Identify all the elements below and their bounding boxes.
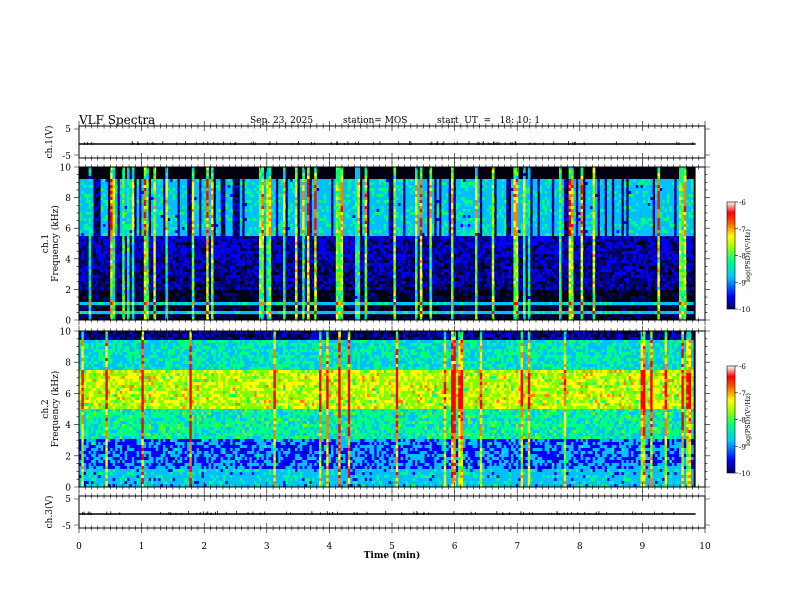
- colorbar-label: log(PSD)(V²/Hz): [744, 393, 752, 446]
- spectrogram-cells-2: [79, 331, 694, 488]
- colorbar-1: [726, 201, 736, 310]
- y-ticks-3: [74, 330, 710, 488]
- y-tick-label: 10: [60, 328, 72, 338]
- waveform-spikes-3: [82, 511, 675, 515]
- waveform-spikes-1: [84, 141, 694, 145]
- y-ticks-1: [74, 128, 710, 156]
- y-tick-label: 5: [65, 125, 71, 135]
- y-tick-label: 0: [65, 484, 71, 494]
- y-ticks-4: [74, 498, 710, 526]
- x-tick-label: 1: [139, 542, 145, 552]
- x-ticks-1: [78, 121, 706, 163]
- x-tick-label: 8: [577, 542, 583, 552]
- x-axis-label: Time (min): [364, 550, 421, 561]
- colorbar-tick-label: -6: [739, 199, 746, 207]
- x-tick-label: 7: [514, 542, 520, 552]
- y-tick-label: 8: [65, 194, 71, 204]
- station-label: station= MOS: [343, 116, 407, 126]
- x-ticks-3: [78, 326, 706, 492]
- x-tick-label: 2: [201, 542, 207, 552]
- y-axis-label: Frequency (kHz): [50, 371, 61, 448]
- x-tick-label: 0: [76, 542, 82, 552]
- colorbar-tick-label: -10: [739, 306, 750, 314]
- y-tick-label: 8: [65, 359, 71, 369]
- y-tick-label: 6: [65, 390, 71, 400]
- spectrogram-cells-1: [79, 167, 694, 321]
- y-axis-label: ch.3(V): [44, 496, 55, 529]
- y-axis-label: ch.2: [41, 399, 51, 418]
- y-axis-label: Frequency (kHz): [50, 205, 61, 282]
- colorbar-2: [726, 365, 736, 474]
- colorbar-tick-label: -10: [739, 470, 750, 478]
- colorbar-tick-label: -6: [739, 363, 746, 371]
- colorbar-tick-label: -9: [739, 279, 746, 287]
- x-ticks-4: [78, 491, 706, 533]
- start-time-label: start UT = 18: 10: 1: [437, 116, 540, 126]
- colorbar-tick-label: -9: [739, 443, 746, 451]
- y-tick-label: 4: [65, 421, 71, 431]
- colorbar-tick-label: -8: [739, 253, 746, 261]
- colorbar-label: log(PSD)(V²/Hz): [744, 229, 752, 282]
- x-tick-label: 5: [389, 542, 395, 552]
- y-axis-label: ch.1(V): [44, 126, 55, 159]
- x-ticks-2: [78, 162, 706, 325]
- y-tick-label: 5: [65, 495, 71, 505]
- y-ticks-2: [74, 166, 710, 321]
- y-tick-label: 6: [65, 225, 71, 235]
- date-label: Sep. 23, 2025: [250, 116, 313, 126]
- x-tick-label: 9: [640, 542, 646, 552]
- x-tick-label: 10: [699, 542, 711, 552]
- y-tick-label: 2: [65, 452, 71, 462]
- x-tick-label: 4: [327, 542, 333, 552]
- y-tick-label: 4: [65, 255, 71, 265]
- y-tick-label: 2: [65, 286, 71, 296]
- x-tick-label: 6: [452, 542, 458, 552]
- x-tick-label: 3: [264, 542, 270, 552]
- y-tick-label: -5: [62, 152, 71, 162]
- colorbar-tick-label: -7: [739, 226, 746, 234]
- y-tick-label: -5: [62, 522, 71, 532]
- colorbar-tick-label: -8: [739, 417, 746, 425]
- y-tick-label: 10: [60, 164, 72, 174]
- y-axis-label: ch.1: [41, 234, 51, 253]
- y-tick-label: 0: [65, 317, 71, 327]
- colorbar-tick-label: -7: [739, 390, 746, 398]
